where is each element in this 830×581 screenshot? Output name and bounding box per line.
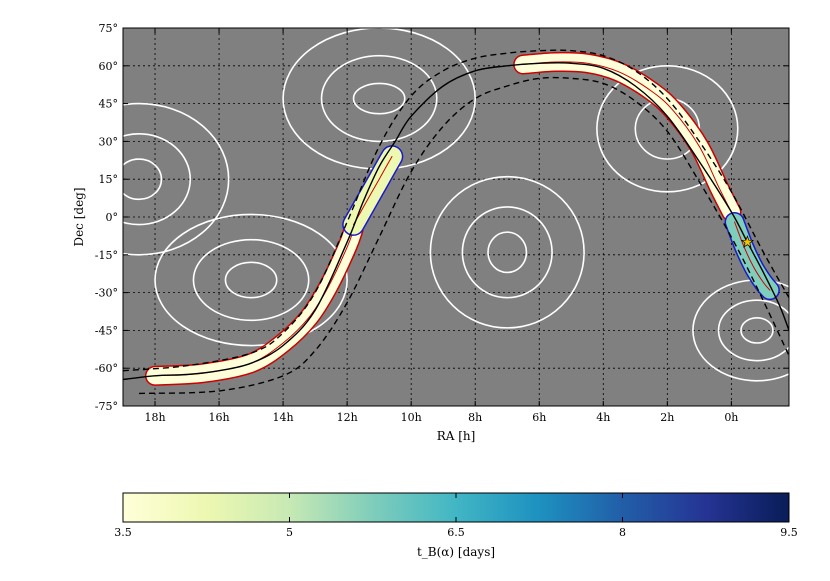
- y-tick-label: -75°: [95, 400, 118, 413]
- white-contour-ring: [487, 231, 528, 274]
- y-tick-label: -45°: [95, 324, 118, 337]
- white-contour-ring: [352, 82, 406, 115]
- y-axis-label: Dec [deg]: [72, 187, 86, 246]
- colorbar-tick-label: 5: [286, 526, 293, 539]
- band-inner-contour: [734, 221, 771, 291]
- y-tick-label: -30°: [95, 287, 118, 300]
- x-tick-label: 4h: [596, 411, 610, 424]
- x-tick-label: 18h: [144, 411, 165, 424]
- white-contour-ring: [123, 158, 163, 201]
- colorbar-tick-label: 3.5: [114, 526, 132, 539]
- white-contour-lines: [123, 28, 789, 382]
- orbit-track: [123, 49, 789, 395]
- marker-layer: [740, 235, 755, 248]
- white-contour-ring: [192, 238, 310, 322]
- white-contour-ring: [154, 213, 348, 347]
- y-axis-ticks: 75° 60° 45° 30° 15° 0° -15° -30° -45° -60° -75°: [95, 22, 789, 413]
- sky-map-panel: 18h 16h 14h 12h 10h 8h 6h 4h 2h 0h 75° 60° 45° 30° 15…: [72, 22, 790, 443]
- band-inner-contour: [522, 61, 732, 213]
- x-tick-label: 6h: [532, 411, 546, 424]
- y-tick-label: 60°: [99, 60, 119, 73]
- x-tick-label: 12h: [337, 411, 358, 424]
- colorbar-ticks: 3.5 5 6.5 8 9.5: [114, 493, 798, 539]
- y-tick-label: 45°: [99, 98, 119, 111]
- x-axis-ticks: 18h 16h 14h 12h 10h 8h 6h 4h 2h 0h: [144, 28, 738, 424]
- track-line: [123, 62, 789, 381]
- y-tick-label: -15°: [95, 249, 118, 262]
- x-tick-label: 10h: [401, 411, 422, 424]
- colorbar-label: t_B(α) [days]: [417, 545, 495, 559]
- y-tick-label: 15°: [99, 173, 119, 186]
- colorbar-tick-label: 6.5: [447, 526, 465, 539]
- x-tick-label: 8h: [468, 411, 482, 424]
- colorbar-tick-label: 9.5: [780, 526, 798, 539]
- white-contour-ring: [740, 316, 774, 344]
- track-bound-dashed: [123, 49, 789, 372]
- x-tick-label: 16h: [209, 411, 230, 424]
- colorbar-tick-label: 8: [619, 526, 626, 539]
- white-contour-ring: [123, 102, 230, 256]
- white-contour-ring: [320, 54, 438, 143]
- white-contour-ring: [224, 261, 278, 299]
- x-axis-label: RA [h]: [437, 429, 476, 443]
- star-marker: [740, 235, 755, 248]
- y-tick-label: 0°: [106, 211, 119, 224]
- x-tick-label: 2h: [660, 411, 674, 424]
- white-contour-ring: [461, 206, 553, 299]
- track-bound-dashed: [138, 76, 789, 395]
- y-tick-label: 30°: [99, 135, 119, 148]
- y-tick-label: 75°: [99, 22, 119, 35]
- white-contour-ring: [429, 175, 585, 329]
- colorbar-panel: 3.5 5 6.5 8 9.5 t_B(α) [days]: [114, 492, 798, 559]
- white-contour-ring: [717, 299, 789, 362]
- white-contour-ring: [123, 133, 192, 226]
- grid-lines: [123, 28, 789, 406]
- x-tick-label: 0h: [724, 411, 738, 424]
- white-contour-ring: [596, 65, 739, 193]
- x-tick-label: 14h: [273, 411, 294, 424]
- band-inner-contour: [353, 156, 393, 226]
- y-tick-label: -60°: [95, 362, 118, 375]
